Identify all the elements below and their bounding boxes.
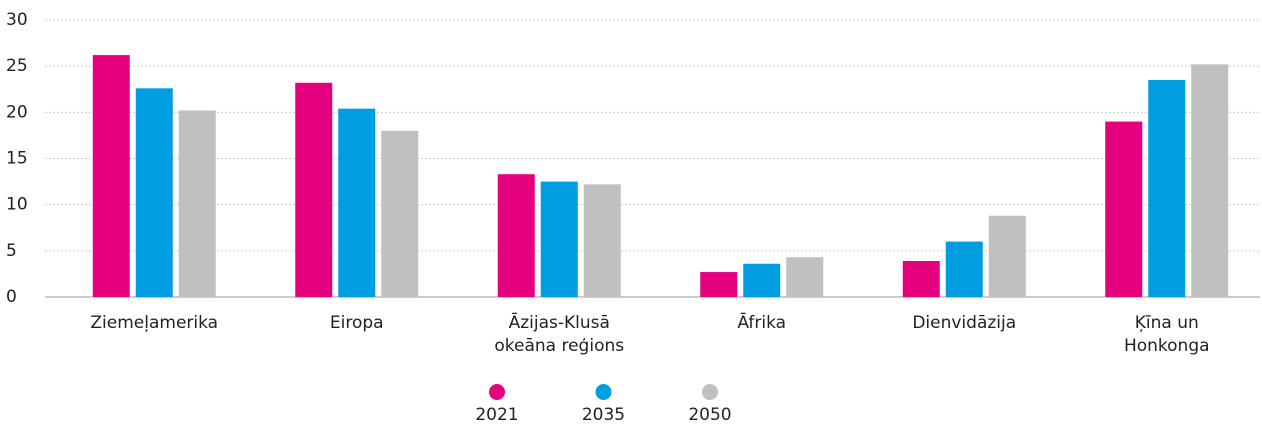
bar	[135, 88, 173, 298]
bar	[988, 215, 1026, 297]
y-tick-label: 30	[6, 10, 28, 30]
x-tick-label: Dienvidāzija	[912, 313, 1017, 333]
bar	[583, 184, 621, 297]
bar	[178, 110, 216, 297]
bar	[540, 181, 578, 297]
bar	[497, 174, 535, 297]
bar	[1105, 121, 1143, 297]
bar	[338, 108, 376, 297]
bar	[381, 130, 419, 297]
bar	[786, 257, 824, 297]
legend-swatch	[595, 384, 612, 400]
legend-label: 2035	[582, 405, 625, 425]
legend-swatch	[702, 384, 718, 400]
y-tick-label: 0	[6, 287, 17, 307]
bar	[1191, 64, 1229, 297]
bar	[1148, 80, 1186, 298]
bar	[902, 260, 940, 297]
y-tick-label: 20	[6, 102, 28, 122]
y-tick-label: 5	[6, 241, 17, 261]
y-tick-label: 25	[6, 56, 28, 76]
x-tick-label: Eiropa	[329, 313, 384, 333]
bar	[945, 241, 983, 297]
x-tick-label: Āzijas-Klusā okeāna reģions	[494, 313, 625, 356]
legend-label: 2050	[688, 405, 731, 425]
legend-label: 2021	[475, 405, 518, 425]
bar	[743, 263, 781, 297]
y-tick-label: 15	[6, 149, 28, 169]
y-tick-label: 10	[6, 195, 28, 215]
bar	[295, 82, 333, 297]
x-tick-label: Ķīna un Honkonga	[1123, 313, 1210, 356]
bar	[92, 55, 130, 297]
bar	[700, 272, 738, 297]
legend-swatch	[489, 384, 505, 400]
x-tick-label: Āfrika	[737, 313, 787, 333]
x-tick-label: Ziemeļamerika	[90, 313, 219, 333]
